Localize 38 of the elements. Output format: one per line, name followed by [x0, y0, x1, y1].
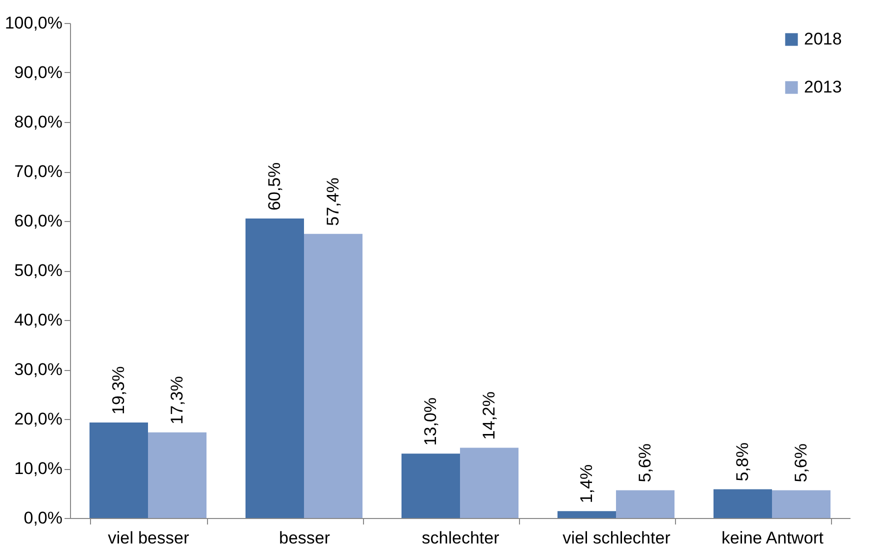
- x-tick-label: viel besser: [108, 528, 190, 548]
- y-tick-label: 60,0%: [14, 212, 62, 230]
- bar: [460, 448, 518, 518]
- data-label: 5,6%: [635, 444, 654, 482]
- x-tick-label: schlechter: [422, 528, 500, 548]
- bar: [304, 234, 362, 518]
- legend-label: 2018: [804, 30, 842, 48]
- y-tick-label: 20,0%: [14, 410, 62, 428]
- legend-label: 2013: [804, 78, 842, 96]
- bar: [246, 218, 304, 518]
- y-tick-label: 40,0%: [14, 310, 62, 330]
- bar: [558, 511, 616, 518]
- bar: [772, 490, 830, 518]
- data-label: 57,4%: [323, 178, 342, 226]
- y-tick-label: 10,0%: [14, 459, 62, 478]
- y-tick-label: 100,0%: [4, 14, 62, 32]
- x-tick-label: viel schlechter: [562, 528, 671, 548]
- data-label: 13,0%: [420, 397, 440, 446]
- y-tick-label: 30,0%: [14, 360, 62, 379]
- data-label: 5,8%: [732, 442, 752, 482]
- data-label: 1,4%: [576, 464, 596, 504]
- y-tick-label: 80,0%: [14, 112, 62, 132]
- x-tick-label: keine Antwort: [721, 528, 824, 548]
- bar: [90, 422, 148, 518]
- y-tick-label: 50,0%: [14, 261, 62, 280]
- data-label: 14,2%: [479, 392, 498, 440]
- y-tick-label: 70,0%: [14, 162, 62, 181]
- data-label: 19,3%: [108, 366, 128, 414]
- y-tick-label: 0,0%: [24, 508, 62, 528]
- bar: [714, 489, 772, 518]
- bar: [616, 490, 674, 518]
- x-tick-label: besser: [278, 528, 330, 548]
- bar: [148, 432, 206, 518]
- data-label: 17,3%: [167, 376, 186, 424]
- data-label: 60,5%: [264, 162, 284, 211]
- y-tick-label: 90,0%: [14, 63, 62, 82]
- bar: [402, 454, 460, 518]
- data-label: 5,6%: [791, 444, 810, 482]
